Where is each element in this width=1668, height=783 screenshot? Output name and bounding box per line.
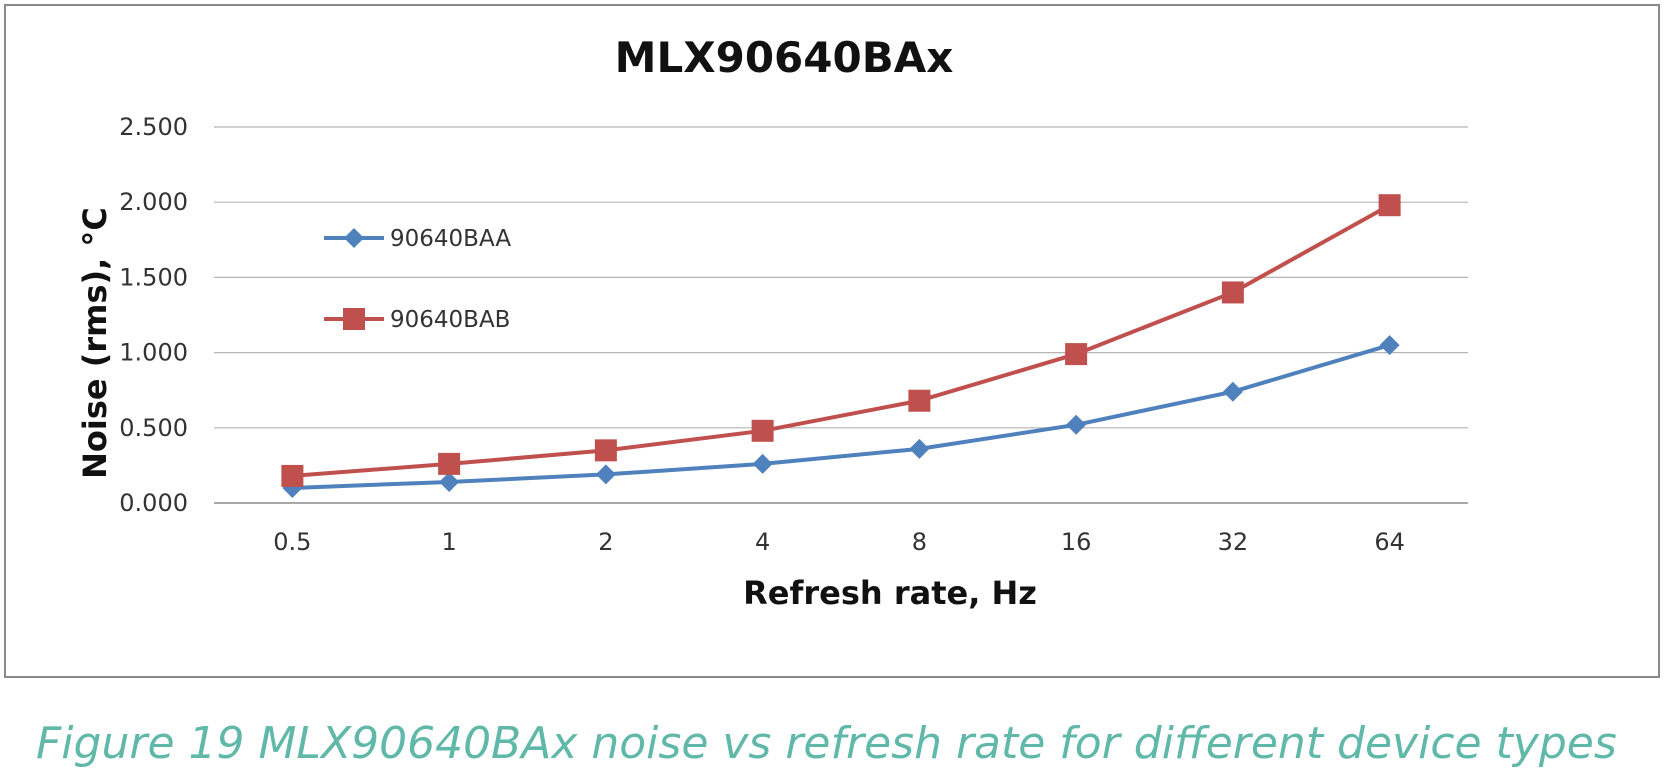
data-point [438, 452, 461, 475]
series-90640BAA [282, 335, 1400, 498]
y-tick-labels: 0.000 0.500 1.000 1.500 2.000 2.500 [119, 113, 188, 517]
series-layer [281, 194, 1401, 498]
data-point [439, 471, 460, 492]
y-tick-label: 1.500 [119, 263, 188, 291]
data-point [1221, 281, 1244, 304]
series-line [292, 343, 1391, 490]
figure-caption: Figure 19 MLX90640BAx noise vs refresh r… [36, 718, 1617, 769]
x-tick-label: 16 [1061, 528, 1092, 556]
chart-svg: MLX90640BAx 0.000 0.500 1.000 1.500 2.000 2.5… [76, 33, 1468, 612]
data-point [909, 438, 930, 459]
x-tick-label: 64 [1374, 528, 1405, 556]
x-tick-label: 32 [1218, 528, 1249, 556]
data-point [595, 464, 616, 485]
chart-title: MLX90640BAx [615, 33, 954, 82]
data-point [594, 439, 617, 462]
legend-item: 90640BAB [324, 307, 510, 333]
y-tick-label: 0.500 [119, 414, 188, 442]
legend-marker [344, 228, 364, 248]
data-point [281, 464, 304, 487]
data-point [751, 419, 774, 442]
data-point [1378, 194, 1401, 217]
data-point [1066, 414, 1087, 435]
y-tick-label: 2.500 [119, 113, 188, 141]
x-tick-label: 8 [912, 528, 927, 556]
x-tick-label: 0.5 [273, 528, 311, 556]
x-axis-label: Refresh rate, Hz [743, 574, 1037, 612]
legend: 90640BAA 90640BAB [324, 226, 511, 333]
data-point [1065, 343, 1088, 366]
legend-marker [343, 308, 365, 330]
legend-label: 90640BAB [390, 307, 510, 333]
x-tick-labels: 0.5 1 2 4 8 16 32 64 [273, 528, 1405, 556]
y-tick-label: 1.000 [119, 339, 188, 367]
data-point [752, 453, 773, 474]
legend-label: 90640BAA [390, 226, 511, 252]
grid-layer [214, 126, 1468, 504]
x-tick-label: 4 [755, 528, 770, 556]
data-point [1222, 381, 1243, 402]
data-point [908, 389, 931, 412]
x-tick-label: 2 [598, 528, 613, 556]
legend-item: 90640BAA [324, 226, 511, 252]
y-tick-label: 0.000 [119, 489, 188, 517]
x-tick-label: 1 [441, 528, 456, 556]
series-line [292, 203, 1391, 478]
y-tick-label: 2.000 [119, 188, 188, 216]
series-90640BAB [281, 194, 1401, 487]
data-point [1379, 335, 1400, 356]
chart-frame: MLX90640BAx 0.000 0.500 1.000 1.500 2.000 2.5… [4, 4, 1660, 678]
y-axis-label: Noise (rms), °C [76, 207, 114, 479]
